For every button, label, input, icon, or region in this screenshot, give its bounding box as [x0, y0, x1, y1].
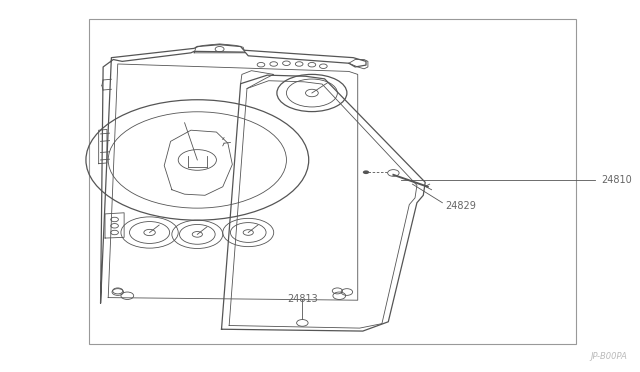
Text: 24810: 24810 [602, 176, 632, 185]
Text: 24829: 24829 [445, 202, 476, 211]
Bar [89, 19, 576, 344]
Text: 24813: 24813 [287, 295, 317, 304]
Circle shape [363, 170, 369, 174]
Text: JP-B00PA: JP-B00PA [590, 352, 627, 361]
